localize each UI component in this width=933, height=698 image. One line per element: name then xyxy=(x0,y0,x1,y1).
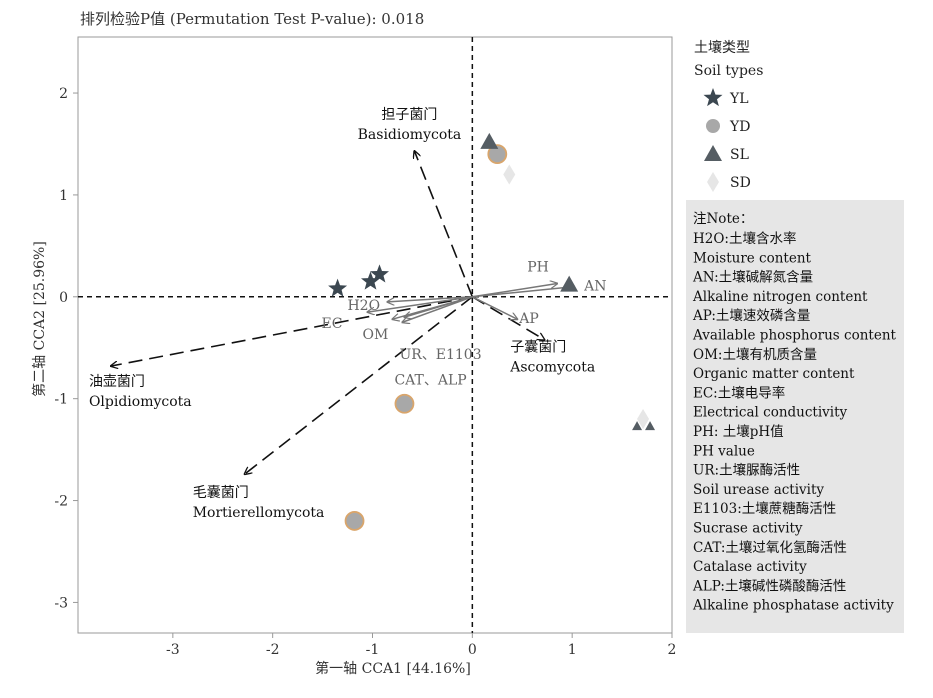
point-yl xyxy=(370,264,389,283)
y-tick-label: -2 xyxy=(54,494,68,510)
x-tick-label: 0 xyxy=(468,642,477,658)
point-yl xyxy=(361,271,380,290)
point-sl xyxy=(632,421,643,431)
taxa-label-en: Ascomycota xyxy=(509,360,595,376)
taxa-label-en: Basidiomycota xyxy=(358,127,462,143)
taxa-vector-arrow xyxy=(245,296,473,474)
note-line: AP:土壤速效磷含量 xyxy=(692,307,810,324)
x-tick-label: 1 xyxy=(568,642,577,658)
note-line: EC:土壤电导率 xyxy=(693,384,785,401)
env-vector-label: AN xyxy=(583,279,606,295)
legend-marker-sl xyxy=(704,145,722,161)
note-line: OM:土壤有机质含量 xyxy=(693,346,817,363)
taxa-label-cn: 毛囊菌门 xyxy=(193,484,249,501)
legend-label-yl: YL xyxy=(729,91,749,107)
legend-marker-yl xyxy=(703,88,723,107)
x-tick-label: 2 xyxy=(668,642,677,658)
y-tick-label: -1 xyxy=(54,392,68,408)
y-axis-label: 第二轴 CCA2 [25.96%] xyxy=(31,241,48,397)
note-line: Catalase activity xyxy=(693,559,807,575)
env-vector-arrow xyxy=(472,284,557,298)
legend-label-sd: SD xyxy=(730,175,751,191)
env-vector-arrow xyxy=(387,296,473,302)
legend-marker-yd xyxy=(706,119,720,133)
legend-title-en: Soil types xyxy=(694,63,763,79)
taxa-label-en: Mortierellomycota xyxy=(193,505,325,521)
point-sd xyxy=(637,409,650,430)
point-yd xyxy=(394,393,415,414)
taxa-label-cn: 担子菌门 xyxy=(381,107,437,123)
point-sd xyxy=(503,164,516,185)
env-vector-label: UR、E1103 xyxy=(399,347,481,363)
note-line: Alkaline phosphatase activity xyxy=(692,598,894,614)
legend: 土壤类型 Soil types YL YD SL SD xyxy=(694,39,763,192)
taxa-vector-arrow xyxy=(471,296,544,340)
axis-ticks: -3 -2 -1 0 1 2 -3 -2 -1 0 1 2 xyxy=(54,86,676,658)
env-vector-arrow xyxy=(402,296,473,322)
taxa-label-en: Olpidiomycota xyxy=(89,394,192,410)
taxa-vectors: 担子菌门 Basidiomycota 子囊菌门 Ascomycota 油壶菌门 Olpid… xyxy=(89,107,595,521)
sample-points xyxy=(328,132,656,531)
point-sl xyxy=(560,275,579,292)
point-yl xyxy=(328,278,348,297)
y-tick-label: 1 xyxy=(59,188,68,204)
note-line: Soil urease activity xyxy=(693,482,824,498)
legend-marker-sd xyxy=(707,172,719,192)
note-line: Alkaline nitrogen content xyxy=(692,289,868,305)
note-line: CAT:土壤过氧化氢酶活性 xyxy=(693,539,847,556)
y-tick-label: 2 xyxy=(59,86,68,102)
note-box: 注Note： H2O:土壤含水率 Moisture content AN:土壤碱解氮… xyxy=(686,200,904,633)
y-tick-label: 0 xyxy=(59,290,68,306)
env-vector-arrow xyxy=(368,296,473,312)
legend-title-cn: 土壤类型 xyxy=(694,39,750,56)
taxa-label-cn: 子囊菌门 xyxy=(510,339,566,356)
note-title: 注Note： xyxy=(693,211,753,227)
note-line: H2O:土壤含水率 xyxy=(693,230,796,247)
point-sl xyxy=(645,421,656,431)
x-tick-label: -2 xyxy=(266,642,280,658)
reference-lines xyxy=(78,37,672,633)
env-vector-arrow xyxy=(472,287,574,298)
note-line: Organic matter content xyxy=(693,366,855,382)
legend-label-sl: SL xyxy=(730,147,749,163)
env-vector-label: PH xyxy=(527,260,549,276)
note-line: Electrical conductivity xyxy=(693,405,848,421)
env-vector-label: CAT、ALP xyxy=(394,372,466,388)
y-tick-label: -3 xyxy=(54,595,68,611)
legend-label-yd: YD xyxy=(729,119,750,135)
note-line: PH value xyxy=(693,443,755,459)
point-sl xyxy=(480,132,499,149)
x-tick-label: -3 xyxy=(166,642,180,658)
legend-items: YL YD SL SD xyxy=(703,88,751,192)
note-line: PH: 土壤pH值 xyxy=(693,423,784,440)
note-line: UR:土壤脲酶活性 xyxy=(693,462,800,479)
env-vector-label: OM xyxy=(362,327,388,343)
note-line: E1103:土壤蔗糖酶活性 xyxy=(693,500,836,517)
point-yd xyxy=(487,144,508,165)
note-background xyxy=(686,200,904,633)
chart-title: 排列检验P值 (Permutation Test P-value): 0.018 xyxy=(80,10,424,28)
env-vector-label: AP xyxy=(518,311,539,327)
note-line: AN:土壤碱解氮含量 xyxy=(692,269,813,286)
note-line: ALP:土壤碱性磷酸酶活性 xyxy=(692,577,846,594)
note-line: Sucrase activity xyxy=(693,521,803,537)
plot-frame xyxy=(77,36,673,634)
taxa-vector-arrow xyxy=(111,296,473,366)
env-vector-arrow xyxy=(472,296,517,319)
point-yd xyxy=(344,511,365,531)
note-line: Moisture content xyxy=(693,250,812,266)
env-vector-label: EC xyxy=(322,316,343,332)
note-lines: H2O:土壤含水率 Moisture content AN:土壤碱解氮含量 Alkal… xyxy=(692,230,897,614)
note-line: Available phosphorus content xyxy=(692,328,897,344)
x-tick-label: -1 xyxy=(366,642,380,658)
taxa-vector-arrow xyxy=(414,151,474,298)
taxa-label-cn: 油壶菌门 xyxy=(89,374,145,390)
x-axis-label: 第一轴 CCA1 [44.16%] xyxy=(315,660,471,677)
